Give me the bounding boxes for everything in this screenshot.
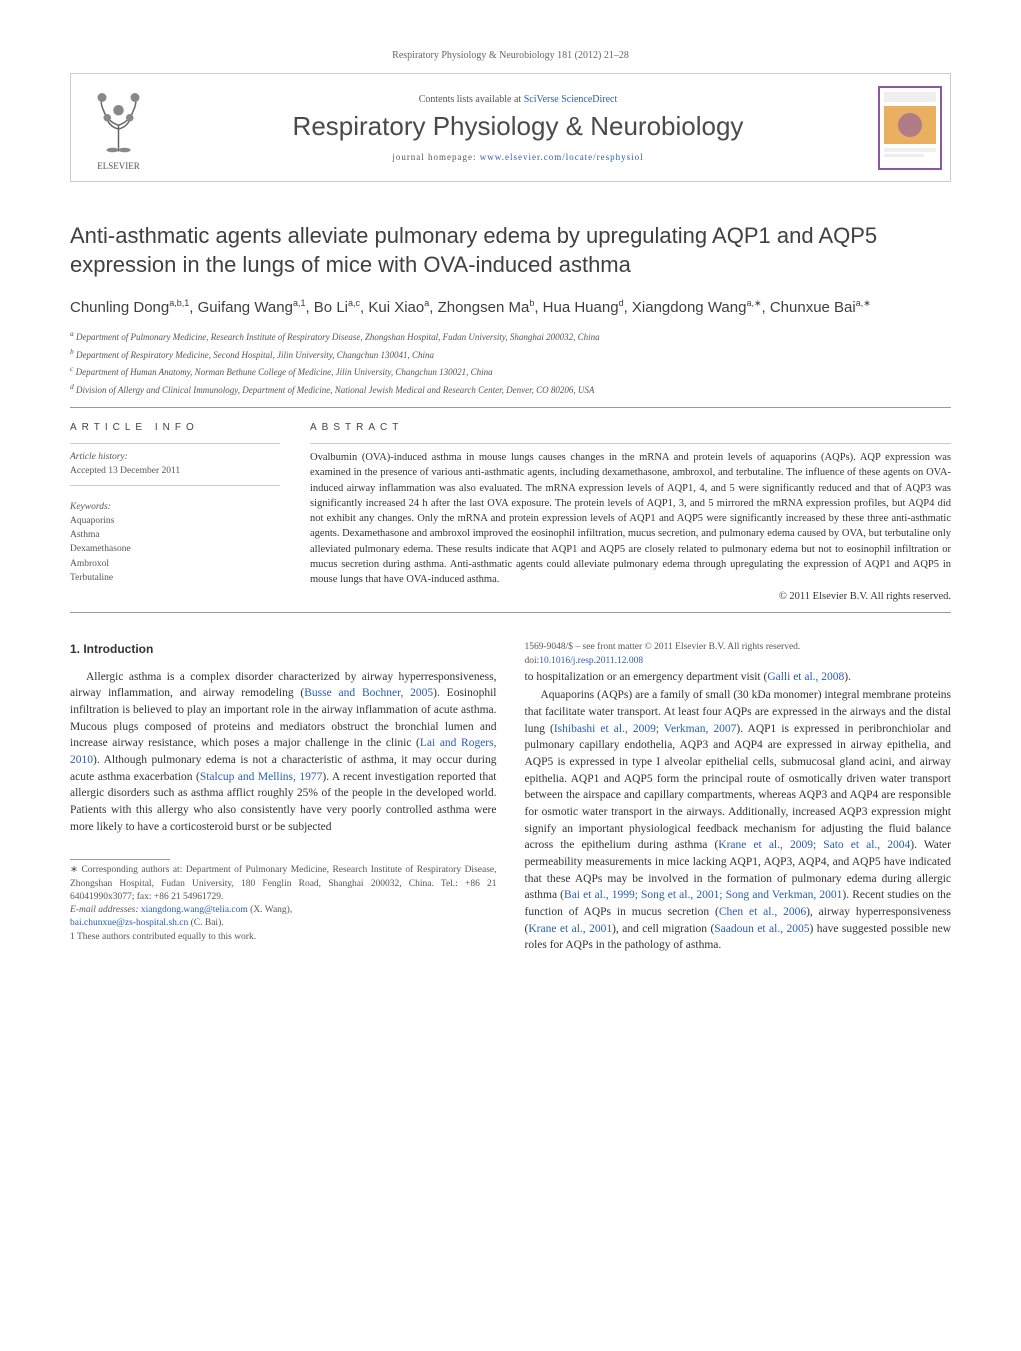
citation-link[interactable]: Galli et al., 2008 bbox=[767, 671, 844, 683]
text-span: ). bbox=[844, 671, 851, 683]
affiliation-line: b Department of Respiratory Medicine, Se… bbox=[70, 346, 951, 363]
history-label: Article history: bbox=[70, 450, 280, 464]
doi-link[interactable]: 10.1016/j.resp.2011.12.008 bbox=[539, 656, 643, 666]
article-title: Anti-asthmatic agents alleviate pulmonar… bbox=[70, 222, 951, 279]
text-span: ). AQP1 is expressed in peribronchiolar … bbox=[525, 723, 952, 852]
homepage-line: journal homepage: www.elsevier.com/locat… bbox=[392, 152, 643, 162]
article-info-column: ARTICLE INFO Article history: Accepted 1… bbox=[70, 422, 280, 602]
email-link[interactable]: xiangdong.wang@telia.com bbox=[141, 905, 248, 915]
journal-title: Respiratory Physiology & Neurobiology bbox=[293, 111, 744, 142]
doi-label: doi: bbox=[525, 656, 540, 666]
info-rule bbox=[70, 443, 280, 444]
journal-reference: Respiratory Physiology & Neurobiology 18… bbox=[70, 50, 951, 61]
separator-rule bbox=[70, 407, 951, 408]
keyword: Asthma bbox=[70, 528, 280, 542]
publisher-name: ELSEVIER bbox=[97, 161, 140, 171]
citation-link[interactable]: Bai et al., 1999; Song et al., 2001; Son… bbox=[564, 889, 842, 901]
homepage-prefix: journal homepage: bbox=[392, 152, 479, 162]
affiliations: a Department of Pulmonary Medicine, Rese… bbox=[70, 328, 951, 397]
journal-cover-thumb bbox=[870, 74, 950, 181]
citation-link[interactable]: Saadoun et al., 2005 bbox=[714, 923, 809, 935]
contents-prefix: Contents lists available at bbox=[419, 94, 524, 105]
citation-link[interactable]: Ishibashi et al., 2009; Verkman, 2007 bbox=[554, 723, 737, 735]
email-line: E-mail addresses: xiangdong.wang@telia.c… bbox=[70, 904, 497, 917]
cover-icon bbox=[878, 86, 942, 170]
citation-link[interactable]: Busse and Bochner, 2005 bbox=[304, 687, 433, 699]
keyword: Aquaporins bbox=[70, 514, 280, 528]
intro-para-2: to hospitalization or an emergency depar… bbox=[525, 669, 952, 686]
contents-available-line: Contents lists available at SciVerse Sci… bbox=[419, 94, 618, 105]
keyword: Terbutaline bbox=[70, 571, 280, 585]
affiliation-line: c Department of Human Anatomy, Norman Be… bbox=[70, 363, 951, 380]
keywords-label: Keywords: bbox=[70, 500, 280, 514]
citation-link[interactable]: Krane et al., 2001 bbox=[528, 923, 612, 935]
email-who: (X. Wang), bbox=[248, 905, 292, 915]
journal-header-box: ELSEVIER Contents lists available at Sci… bbox=[70, 73, 951, 182]
keyword: Dexamethasone bbox=[70, 542, 280, 556]
keywords-block: Keywords: AquaporinsAsthmaDexamethasoneA… bbox=[70, 500, 280, 586]
text-span: ), and cell migration ( bbox=[612, 923, 714, 935]
email-who: (C. Bai). bbox=[188, 918, 223, 928]
citation-link[interactable]: Chen et al., 2006 bbox=[719, 906, 806, 918]
publisher-logo: ELSEVIER bbox=[71, 74, 166, 181]
article-info-label: ARTICLE INFO bbox=[70, 422, 280, 433]
email-label: E-mail addresses: bbox=[70, 905, 141, 915]
equal-contribution-note: 1 These authors contributed equally to t… bbox=[70, 931, 497, 944]
article-history-block: Article history: Accepted 13 December 20… bbox=[70, 450, 280, 486]
abstract-rule bbox=[310, 443, 951, 444]
front-matter-line: 1569-9048/$ – see front matter © 2011 El… bbox=[525, 641, 952, 655]
abstract-column: ABSTRACT Ovalbumin (OVA)-induced asthma … bbox=[310, 422, 951, 602]
history-text: Accepted 13 December 2011 bbox=[70, 464, 280, 478]
sciencedirect-link[interactable]: SciVerse ScienceDirect bbox=[524, 94, 618, 105]
footnotes-block: ∗ Corresponding authors at: Department o… bbox=[70, 859, 497, 944]
text-span: to hospitalization or an emergency depar… bbox=[525, 671, 768, 683]
header-center: Contents lists available at SciVerse Sci… bbox=[166, 74, 870, 181]
body-text: 1. Introduction Allergic asthma is a com… bbox=[70, 641, 951, 959]
homepage-link[interactable]: www.elsevier.com/locate/resphysiol bbox=[480, 152, 644, 162]
section-heading-introduction: 1. Introduction bbox=[70, 641, 497, 658]
abstract-label: ABSTRACT bbox=[310, 422, 951, 433]
keyword: Ambroxol bbox=[70, 557, 280, 571]
authors-line: Chunling Donga,b,1, Guifang Wanga,1, Bo … bbox=[70, 297, 951, 318]
abstract-text: Ovalbumin (OVA)-induced asthma in mouse … bbox=[310, 450, 951, 587]
email-link[interactable]: bai.chunxue@zs-hospital.sh.cn bbox=[70, 918, 188, 928]
elsevier-tree-icon bbox=[81, 84, 156, 159]
separator-rule-2 bbox=[70, 612, 951, 613]
abstract-copyright: © 2011 Elsevier B.V. All rights reserved… bbox=[310, 591, 951, 602]
citation-link[interactable]: Stalcup and Mellins, 1977 bbox=[200, 771, 323, 783]
doi-block: 1569-9048/$ – see front matter © 2011 El… bbox=[525, 641, 952, 669]
intro-para-1: Allergic asthma is a complex disorder ch… bbox=[70, 669, 497, 836]
intro-para-3: Aquaporins (AQPs) are a family of small … bbox=[525, 687, 952, 954]
corresponding-author-note: ∗ Corresponding authors at: Department o… bbox=[70, 864, 497, 904]
affiliation-line: a Department of Pulmonary Medicine, Rese… bbox=[70, 328, 951, 345]
affiliation-line: d Division of Allergy and Clinical Immun… bbox=[70, 381, 951, 398]
citation-link[interactable]: Krane et al., 2009; Sato et al., 2004 bbox=[718, 839, 910, 851]
email-line-2: bai.chunxue@zs-hospital.sh.cn (C. Bai). bbox=[70, 917, 497, 930]
